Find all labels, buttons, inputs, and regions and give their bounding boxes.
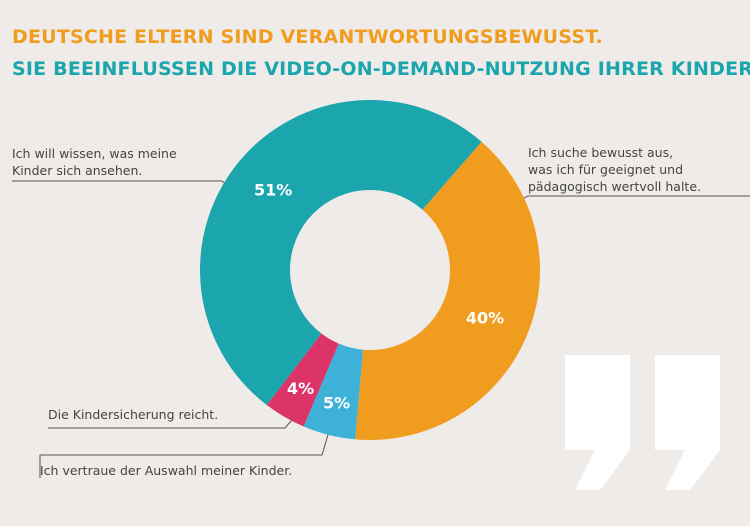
- slice-label: Ich suche bewusst aus, was ich für geeig…: [528, 145, 701, 194]
- chart-subtitle: SIE BEEINFLUSSEN DIE VIDEO-ON-DEMAND-NUT…: [12, 58, 750, 80]
- donut-slice: [355, 141, 540, 440]
- donut-slice: [266, 333, 339, 427]
- slice-label: Ich will wissen, was meine Kinder sich a…: [12, 146, 177, 178]
- value-label: 40%: [466, 308, 504, 327]
- chart-title: DEUTSCHE ELTERN SIND VERANTWORTUNGSBEWUS…: [12, 26, 603, 48]
- value-label: 51%: [254, 180, 292, 199]
- value-label: 4%: [287, 379, 314, 398]
- slice-label: Ich vertraue der Auswahl meiner Kinder.: [40, 463, 293, 478]
- quote-mark: [565, 355, 720, 490]
- slice-label: Die Kindersicherung reicht.: [48, 407, 219, 422]
- value-label: 5%: [323, 393, 350, 412]
- donut-slice: [303, 343, 364, 440]
- donut-slice: [200, 100, 482, 406]
